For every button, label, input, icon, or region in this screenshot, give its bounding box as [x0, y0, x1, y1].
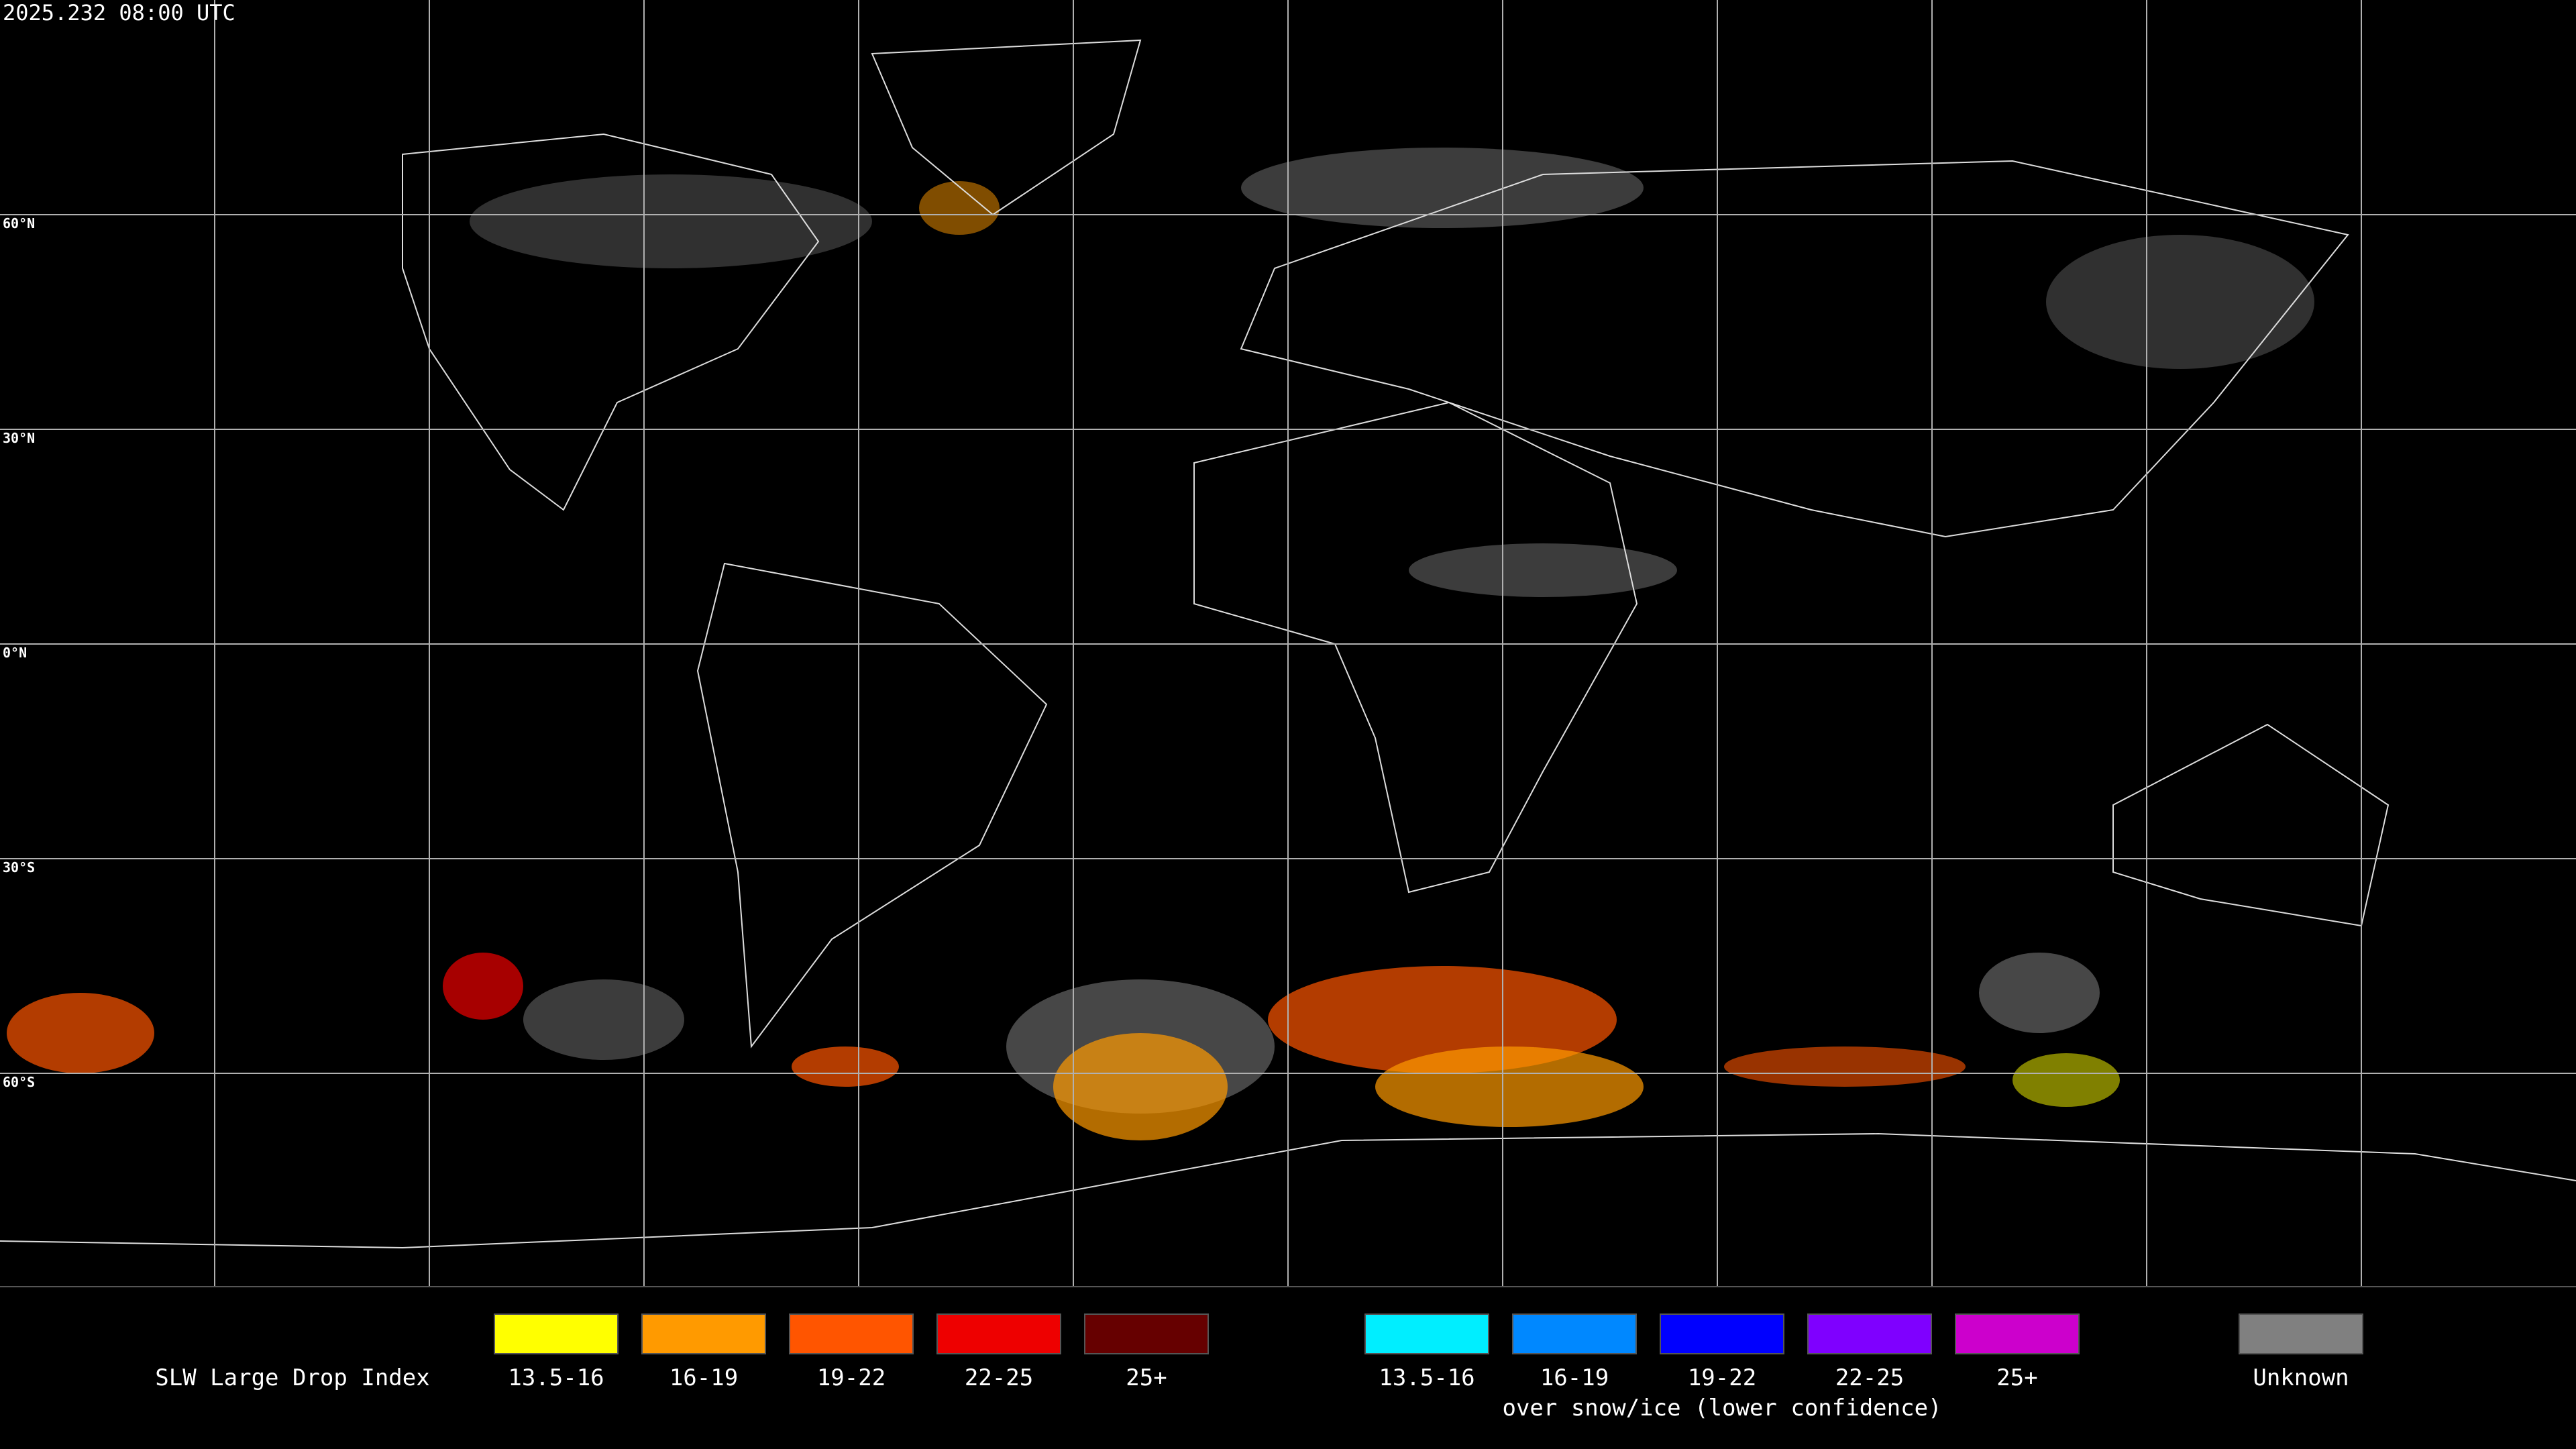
legend-label: 25+ [1996, 1364, 2037, 1391]
graticule [0, 0, 2576, 1287]
legend-swatch [1084, 1313, 1209, 1354]
legend-swatch [641, 1313, 766, 1354]
legend-swatch [494, 1313, 619, 1354]
latitude-label: 30°S [3, 859, 35, 875]
legend-label: 19-22 [1688, 1364, 1756, 1391]
legend-label: Unknown [2253, 1364, 2349, 1391]
latitude-label: 60°N [3, 215, 35, 231]
legend-label: 19-22 [817, 1364, 885, 1391]
legend-swatch [1955, 1313, 2080, 1354]
legend-title: SLW Large Drop Index [155, 1364, 429, 1391]
latitude-label: 30°N [3, 430, 35, 446]
latitude-label: 60°S [3, 1074, 35, 1090]
legend-label: 13.5-16 [508, 1364, 604, 1391]
legend-swatch [1660, 1313, 1784, 1354]
legend-label: 16-19 [669, 1364, 738, 1391]
legend-swatch [1512, 1313, 1637, 1354]
legend-swatch [1364, 1313, 1489, 1354]
legend-swatch [936, 1313, 1061, 1354]
latitude-label: 0°N [3, 645, 27, 661]
legend-swatch [2239, 1313, 2363, 1354]
legend-label: 13.5-16 [1379, 1364, 1474, 1391]
legend-label: 25+ [1126, 1364, 1167, 1391]
legend-swatch [1807, 1313, 1932, 1354]
legend-swatch [789, 1313, 914, 1354]
legend-label: 16-19 [1540, 1364, 1609, 1391]
legend-label: 22-25 [1835, 1364, 1904, 1391]
legend-caption: over snow/ice (lower confidence) [1502, 1395, 1941, 1421]
legend-label: 22-25 [965, 1364, 1033, 1391]
timestamp: 2025.232 08:00 UTC [3, 0, 235, 25]
